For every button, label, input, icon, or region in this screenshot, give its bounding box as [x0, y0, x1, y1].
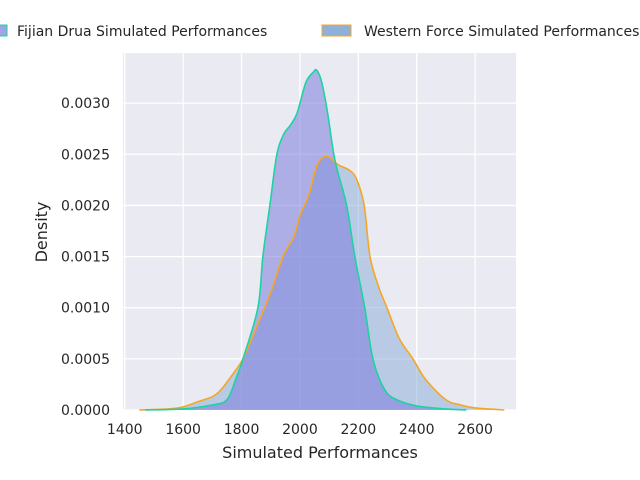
density-fill-fijian-drua [145, 69, 467, 410]
y-axis-ticks: 0.0000 0.0005 0.0010 0.0015 0.0020 0.0025 0.00… [61, 96, 110, 419]
legend-swatch-fijian-drua [0, 24, 8, 37]
x-tick-label: 2400 [399, 422, 435, 438]
y-tick-label: 0.0010 [61, 301, 110, 317]
legend-swatch-western-force [321, 24, 352, 37]
x-tick-label: 2600 [457, 422, 493, 438]
x-tick-label: 1800 [224, 422, 260, 438]
x-axis-label: Simulated Performances [222, 443, 418, 462]
y-tick-label: 0.0005 [61, 352, 110, 368]
y-tick-label: 0.0025 [61, 147, 110, 163]
density-line-western-force [139, 155, 505, 411]
x-axis-ticks: 1400 1600 1800 2000 2200 2400 2600 [107, 422, 493, 438]
x-tick-label: 1600 [165, 422, 201, 438]
density-areas [139, 68, 505, 411]
y-tick-label: 0.0000 [61, 403, 110, 419]
y-tick-label: 0.0015 [61, 250, 110, 266]
legend-label-western-force: Western Force Simulated Performances [364, 24, 639, 40]
y-axis-label: Density [32, 202, 51, 263]
y-tick-label: 0.0030 [61, 96, 110, 112]
legend: Fijian Drua Simulated Performances Weste… [0, 24, 639, 40]
y-tick-label: 0.0020 [61, 198, 110, 214]
density-line-fijian-drua [145, 68, 467, 411]
x-tick-label: 1400 [107, 422, 143, 438]
legend-label-fijian-drua: Fijian Drua Simulated Performances [17, 24, 267, 40]
x-tick-label: 2000 [282, 422, 318, 438]
x-tick-label: 2200 [341, 422, 377, 438]
